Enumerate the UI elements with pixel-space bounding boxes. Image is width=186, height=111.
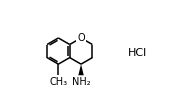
Polygon shape [78,64,84,75]
Text: CH₃: CH₃ [49,77,68,87]
Text: HCl: HCl [128,48,147,58]
Text: O: O [77,33,85,43]
Text: NH₂: NH₂ [72,77,90,87]
